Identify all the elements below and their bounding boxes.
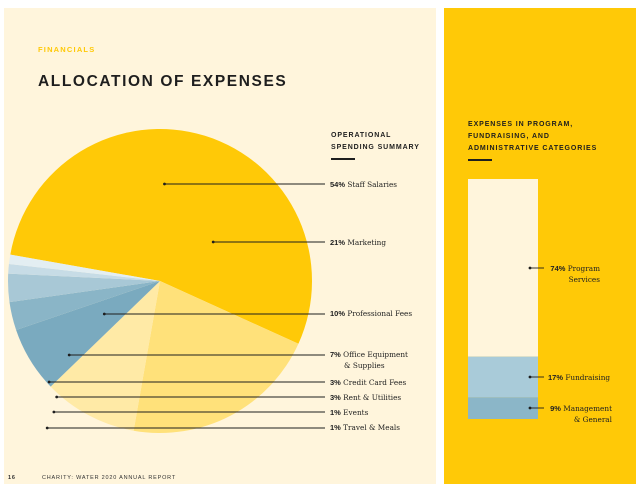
categories-heading-rule	[468, 159, 492, 161]
pie-label-text: Credit Card Fees	[343, 378, 407, 387]
pie-label-percent: 54%	[330, 180, 346, 189]
operational-heading-line1: OPERATIONAL	[331, 132, 392, 139]
pie-slice	[133, 281, 299, 433]
bar-label-text: Fundraising	[565, 373, 611, 382]
pie-label: 7% Office Equipment & Supplies	[330, 349, 408, 371]
pie-label-text: Rent & Utilities	[343, 393, 402, 402]
bar-label-text: Management	[563, 404, 612, 413]
pie-label: 1% Travel & Meals	[330, 422, 400, 433]
pie-leader-dot	[52, 410, 56, 414]
pie-slice	[7, 273, 160, 303]
bar-label-text: Program	[567, 264, 600, 273]
bar-segment	[468, 179, 538, 357]
section-eyebrow: FINANCIALS	[38, 45, 96, 54]
bar-label: 74% Program Services	[548, 263, 600, 285]
pie-slice	[9, 281, 161, 330]
operational-heading-rule	[331, 158, 355, 160]
pie-label-text: Staff Salaries	[347, 180, 398, 189]
bar-leader-dot	[528, 266, 532, 270]
categories-heading-line3: ADMINISTRATIVE CATEGORIES	[468, 145, 598, 152]
pie-label-text: Marketing	[347, 238, 387, 247]
categories-heading: EXPENSES IN PROGRAM, FUNDRAISING, AND AD…	[468, 119, 597, 155]
bar-label-text-line2: Services	[568, 275, 600, 284]
bar-label-percent: 17%	[548, 373, 564, 382]
pie-label: 54% Staff Salaries	[330, 179, 397, 190]
operational-heading-line2: SPENDING SUMMARY	[331, 144, 420, 151]
pie-label-percent: 21%	[330, 238, 346, 247]
pie-label-percent: 3%	[330, 378, 341, 387]
pie-leader-dot	[211, 240, 215, 244]
bar-label: 9% Management & General	[548, 403, 612, 425]
pie-label: 3% Credit Card Fees	[330, 377, 406, 388]
pie-label: 21% Marketing	[330, 237, 386, 248]
pie-label-percent: 10%	[330, 309, 346, 318]
categories-heading-line2: FUNDRAISING, AND	[468, 133, 550, 140]
pie-slice	[16, 281, 160, 387]
pie-slice	[8, 264, 161, 281]
pie-label: 1% Events	[330, 407, 368, 418]
bar-label: 17% Fundraising	[548, 372, 610, 383]
pie-leader-dot	[102, 312, 106, 316]
pie-label-percent: 1%	[330, 423, 341, 432]
pie-slice	[8, 254, 161, 281]
pie-slice	[50, 281, 160, 431]
page-title: ALLOCATION OF EXPENSES	[38, 73, 288, 90]
categories-heading-line1: EXPENSES IN PROGRAM,	[468, 121, 574, 128]
pie-leader-dot	[45, 426, 49, 430]
pie-label-percent: 3%	[330, 393, 341, 402]
bar-label-percent: 74%	[550, 264, 566, 273]
pie-label-percent: 1%	[330, 408, 341, 417]
bar-label-text-line2: & General	[573, 415, 612, 424]
pie-label: 3% Rent & Utilities	[330, 392, 401, 403]
pie-leader-dot	[47, 380, 51, 384]
pie-leader-dot	[163, 182, 166, 186]
pie-label-text: Professional Fees	[347, 309, 413, 318]
pie-label-text: Travel & Meals	[343, 423, 401, 432]
pie-label-text: Office Equipment	[343, 350, 408, 359]
bar-segment	[468, 397, 538, 419]
page-number: 16	[8, 475, 16, 481]
bar-label-percent: 9%	[550, 404, 561, 413]
pie-label: 10% Professional Fees	[330, 308, 412, 319]
pie-leader-dot	[67, 353, 71, 357]
pie-label-text-line2: & Supplies	[344, 361, 385, 370]
pie-label-text: Events	[343, 408, 369, 417]
bar-leader-dot	[528, 375, 532, 379]
pie-leader-dot	[55, 395, 59, 399]
pie-slice	[10, 128, 313, 344]
operational-heading: OPERATIONAL SPENDING SUMMARY	[331, 130, 420, 154]
bar-segment	[468, 356, 538, 398]
pie-label-percent: 7%	[330, 350, 341, 359]
report-name: CHARITY: WATER 2020 ANNUAL REPORT	[42, 475, 176, 481]
bar-leader-dot	[528, 406, 532, 410]
